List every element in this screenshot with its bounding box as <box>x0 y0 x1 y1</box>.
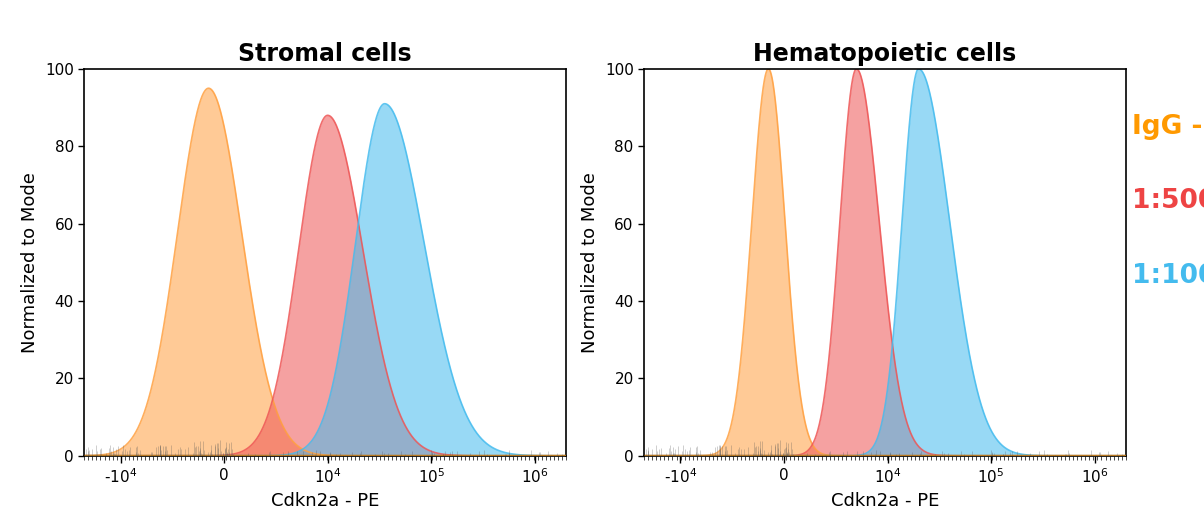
Y-axis label: Normalized to Mode: Normalized to Mode <box>22 172 40 353</box>
Text: 1:500: 1:500 <box>1132 188 1204 215</box>
X-axis label: Cdkn2a - PE: Cdkn2a - PE <box>831 492 939 510</box>
Title: Hematopoietic cells: Hematopoietic cells <box>754 41 1016 66</box>
X-axis label: Cdkn2a - PE: Cdkn2a - PE <box>271 492 379 510</box>
Text: IgG - PE: IgG - PE <box>1132 114 1204 140</box>
Title: Stromal cells: Stromal cells <box>238 41 412 66</box>
Y-axis label: Normalized to Mode: Normalized to Mode <box>582 172 600 353</box>
Text: 1:100: 1:100 <box>1132 262 1204 289</box>
